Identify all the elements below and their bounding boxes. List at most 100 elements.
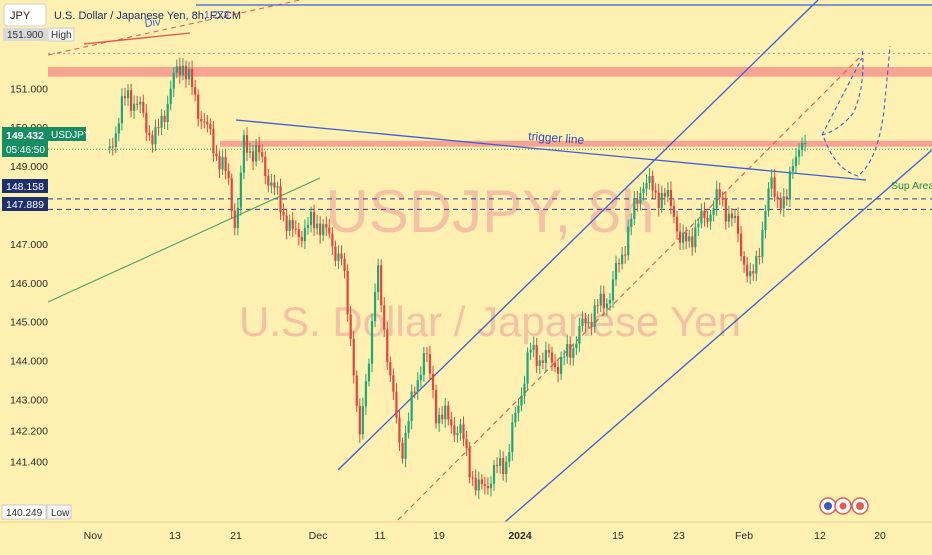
- candle-body: [367, 363, 371, 382]
- candle-body: [785, 196, 788, 200]
- candle-body: [197, 94, 200, 119]
- candle-body: [239, 172, 242, 208]
- symbol-box[interactable]: [3, 3, 47, 27]
- candle-body: [804, 142, 807, 144]
- candle-body: [181, 65, 185, 76]
- candle-body: [325, 224, 328, 228]
- candle-body: [441, 414, 444, 420]
- candle-body: [312, 211, 316, 229]
- candle-body: [755, 255, 758, 274]
- candle-body: [688, 236, 691, 242]
- candle-body: [617, 263, 621, 265]
- candle-body: [502, 458, 505, 475]
- trigger-line-label: trigger line: [528, 129, 585, 147]
- candle-body: [300, 237, 303, 242]
- low-price-badge: [1, 504, 47, 520]
- candle-body: [422, 353, 425, 375]
- candle-body: [529, 349, 532, 353]
- candle-body: [499, 458, 502, 466]
- candle-body: [611, 279, 615, 301]
- y-tick-label: 149.000: [10, 161, 48, 173]
- candle-body: [627, 226, 630, 256]
- candle-body: [779, 199, 782, 209]
- candle-body: [355, 375, 358, 406]
- candle-body: [648, 176, 651, 184]
- candle-body: [267, 176, 270, 186]
- candle-body: [669, 189, 673, 207]
- candle-body: [569, 344, 572, 358]
- candle-body: [373, 292, 377, 322]
- candle-body: [739, 233, 743, 257]
- candle-body: [413, 391, 416, 393]
- candle-body: [547, 350, 551, 353]
- candle-body: [761, 230, 764, 257]
- sup-area-label: Sup Area: [891, 180, 932, 192]
- candle-body: [517, 405, 520, 413]
- high-price-value: 151.900: [7, 30, 44, 41]
- candle-body: [697, 223, 700, 228]
- candle-body: [389, 362, 392, 376]
- candles-layer: [108, 57, 807, 500]
- candle-body: [794, 156, 798, 167]
- x-tick-label: 15: [612, 530, 624, 542]
- candle-body: [694, 227, 697, 248]
- candle-body: [136, 103, 139, 105]
- x-tick-label: Dec: [309, 530, 328, 542]
- y-tick-label: 142.200: [10, 426, 48, 438]
- candle-body: [556, 367, 560, 374]
- candle-body: [178, 66, 181, 76]
- candle-body: [657, 192, 660, 209]
- candle-body: [187, 68, 191, 80]
- candle-body: [621, 254, 624, 265]
- candle-body: [129, 90, 133, 111]
- candle-body: [560, 357, 563, 374]
- candle-body: [206, 121, 209, 125]
- x-tick-label: 2024: [508, 530, 532, 542]
- candle-body: [148, 132, 151, 136]
- candle-body: [190, 68, 194, 88]
- candle-body: [535, 345, 538, 367]
- low-tag-text: Low: [51, 508, 70, 519]
- x-axis[interactable]: Nov 13 21 Dec 11 19 2024 15 23 Feb 12 20: [84, 530, 886, 542]
- event-icons[interactable]: [819, 497, 869, 515]
- candle-body: [709, 214, 712, 222]
- candle-body: [319, 223, 322, 236]
- chart-title: U.S. Dollar / Japanese Yen, 8h, FXCM: [54, 10, 241, 22]
- y-tick-label: 146.000: [10, 278, 48, 290]
- candle-body: [630, 218, 633, 227]
- candle-body: [773, 177, 776, 197]
- candle-body: [361, 406, 364, 435]
- candle-body: [288, 220, 291, 231]
- candle-body: [245, 135, 249, 153]
- candle-body: [602, 293, 605, 309]
- candle-body: [248, 151, 252, 153]
- candle-body: [633, 199, 636, 219]
- candle-body: [242, 135, 246, 173]
- channel-lower-line: [504, 149, 932, 523]
- x-tick-label: 23: [673, 530, 685, 542]
- high-price-badge: [3, 28, 47, 41]
- candle-body: [331, 233, 334, 247]
- low-tag: [46, 504, 72, 520]
- candle-body: [495, 464, 499, 466]
- candle-body: [596, 305, 599, 307]
- candle-body: [474, 477, 477, 491]
- candle-body: [730, 213, 734, 219]
- candle-body: [593, 305, 596, 328]
- current-price-badge: [2, 127, 48, 157]
- candle-body: [578, 326, 581, 344]
- candle-body: [212, 129, 215, 154]
- candle-body: [700, 210, 703, 224]
- candle-body: [383, 305, 386, 330]
- div-line: [83, 32, 191, 45]
- candle-body: [172, 72, 175, 89]
- y-tick-label: 141.400: [10, 457, 48, 469]
- candle-body: [727, 213, 730, 222]
- candle-body: [608, 300, 612, 304]
- candle-body: [221, 157, 224, 170]
- candle-body: [251, 151, 255, 162]
- candle-body: [590, 321, 593, 328]
- candle-body: [682, 232, 685, 243]
